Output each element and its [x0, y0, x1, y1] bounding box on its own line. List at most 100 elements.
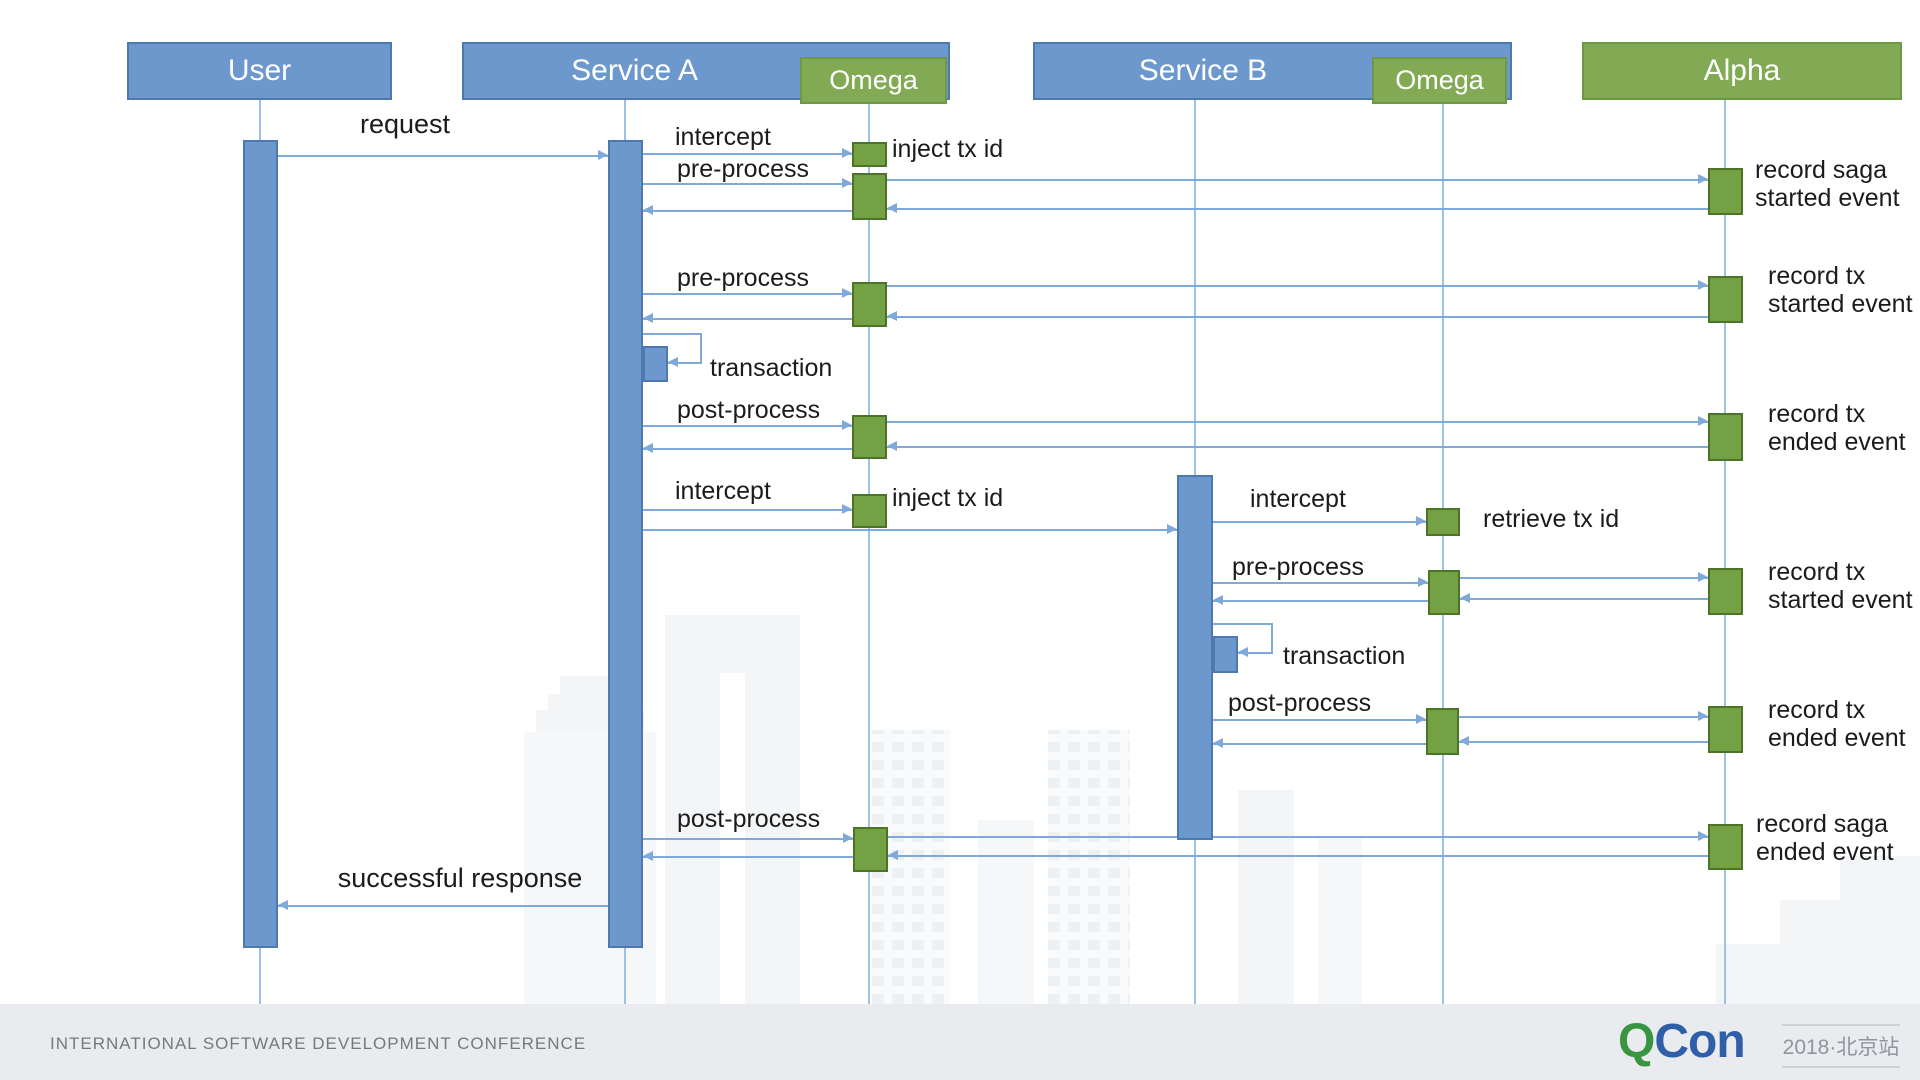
label-intercept-1: intercept — [675, 123, 771, 151]
arrowhead-record-tx-ended-b-call — [1698, 711, 1708, 721]
message-post-process-1-call — [643, 425, 852, 427]
label-record-tx-ended-a: record tx ended event — [1768, 400, 1906, 456]
selfcall-side-transaction-b — [1271, 624, 1273, 653]
message-pre-process-2-call — [643, 293, 852, 295]
omega-b-pre-process — [1428, 570, 1460, 615]
alpha-record-tx-started-b — [1708, 568, 1743, 615]
selfcall-top-transaction-b — [1213, 623, 1273, 625]
participant-label-user: User — [227, 54, 292, 87]
arrowhead-record-tx-ended-a-return — [887, 441, 897, 451]
arrowhead-record-saga-ended-return — [888, 850, 898, 860]
alpha-record-saga-ended — [1708, 824, 1743, 870]
selfcall-side-transaction-a — [700, 334, 702, 363]
lifeline-omega-a — [868, 104, 870, 1056]
omega-a-inject-1 — [852, 142, 887, 167]
arrowhead-record-tx-started-b-return — [1460, 593, 1470, 603]
message-post-process-b-return — [1213, 743, 1426, 745]
message-record-saga-ended-call — [888, 836, 1708, 838]
participant-label-service-a: Service A — [571, 54, 698, 87]
label-retrieve-tx-id: retrieve tx id — [1483, 505, 1620, 533]
arrowhead-pre-process-b-return — [1213, 595, 1223, 605]
label-request: request — [359, 109, 451, 139]
footer-bar: INTERNATIONAL SOFTWARE DEVELOPMENT CONFE… — [0, 1004, 1920, 1080]
message-pre-process-2-return — [643, 318, 852, 320]
label-intercept-b: intercept — [1250, 485, 1346, 513]
omega-a-post-process-tx — [852, 415, 887, 459]
label-transaction-b: transaction — [1283, 642, 1406, 670]
service-b-activation — [1177, 475, 1213, 840]
message-record-tx-started-b-call — [1460, 577, 1708, 579]
building-silhouette — [978, 820, 1034, 1004]
label-record-saga-ended: record saga ended event — [1756, 810, 1894, 866]
service-a-activation — [608, 140, 643, 948]
selfcall-arrowhead-transaction-b — [1238, 647, 1248, 657]
message-record-saga-ended-return — [888, 855, 1708, 857]
label-intercept-2: intercept — [675, 477, 771, 505]
label-post-process-b: post-process — [1228, 689, 1372, 717]
label-transaction-a: transaction — [710, 354, 833, 382]
temple-silhouette — [560, 676, 620, 694]
message-record-tx-started-a-return — [887, 316, 1708, 318]
arrowhead-pre-process-2-return — [643, 313, 653, 323]
participant-label-omega-a: Omega — [829, 65, 918, 95]
message-pre-process-1-return — [643, 210, 852, 212]
arrowhead-intercept-b — [1416, 516, 1426, 526]
message-pre-process-b-call — [1213, 582, 1428, 584]
label-record-tx-started-b: record tx started event — [1768, 558, 1913, 614]
participant-omega-a — [800, 57, 947, 104]
tower-silhouette — [1048, 730, 1130, 1004]
participant-omega-b — [1372, 57, 1507, 104]
message-record-tx-ended-a-return — [887, 446, 1708, 448]
message-post-process-2-return — [643, 856, 853, 858]
participant-alpha — [1582, 42, 1902, 100]
label-post-process-1: post-process — [677, 396, 821, 424]
selfcall-box-transaction-a — [643, 346, 668, 382]
omega-a-pre-process-saga — [852, 173, 887, 220]
stairs-silhouette — [1716, 944, 1920, 1004]
label-pre-process-2: pre-process — [677, 264, 809, 292]
participant-label-omega-b: Omega — [1395, 65, 1484, 95]
message-intercept-1 — [643, 153, 852, 155]
participant-user — [127, 42, 392, 100]
label-pre-process-1: pre-process — [677, 155, 809, 183]
message-record-saga-started-return — [887, 208, 1708, 210]
arrowhead-record-saga-started-return — [887, 203, 897, 213]
qcon-logo-con: Con — [1654, 1015, 1745, 1068]
label-record-tx-ended-b: record tx ended event — [1768, 696, 1906, 752]
label-record-saga-started: record saga started event — [1755, 156, 1900, 212]
arrowhead-pre-process-b-call — [1418, 577, 1428, 587]
selfcall-bottom-transaction-b — [1238, 652, 1273, 654]
omega-b-post-process — [1426, 708, 1459, 755]
participant-label-service-b: Service B — [1138, 54, 1268, 87]
message-post-process-b-call — [1213, 719, 1426, 721]
arrowhead-record-saga-started-call — [1698, 174, 1708, 184]
arrowhead-record-tx-ended-a-call — [1698, 416, 1708, 426]
message-pre-process-b-return — [1213, 600, 1428, 602]
message-service-a-to-service-b — [643, 529, 1177, 531]
arrowhead-pre-process-1-return — [643, 205, 653, 215]
omega-a-post-process-saga — [853, 827, 888, 872]
selfcall-box-transaction-b — [1213, 636, 1238, 673]
selfcall-top-transaction-a — [643, 333, 702, 335]
arrowhead-record-tx-started-b-call — [1698, 572, 1708, 582]
arrowhead-post-process-b-return — [1213, 738, 1223, 748]
selfcall-arrowhead-transaction-a — [668, 357, 678, 367]
label-inject-tx-id-2: inject tx id — [892, 484, 1004, 512]
building-silhouette — [745, 655, 800, 1004]
arrowhead-record-tx-started-a-return — [887, 311, 897, 321]
arrowhead-post-process-2-call — [843, 833, 853, 843]
omega-b-retrieve — [1426, 508, 1460, 536]
label-successful-response: successful response — [337, 863, 583, 893]
qcon-logo: QCon — [1618, 1014, 1746, 1069]
event-year-location: 2018·北京站 — [1782, 1024, 1900, 1068]
alpha-record-tx-started-a — [1708, 276, 1743, 323]
message-intercept-b — [1213, 521, 1426, 523]
qcon-logo-q: Q — [1618, 1015, 1655, 1068]
omega-a-inject-2 — [852, 494, 887, 528]
label-pre-process-b: pre-process — [1232, 553, 1364, 581]
building-silhouette — [665, 615, 720, 1004]
conference-tagline: INTERNATIONAL SOFTWARE DEVELOPMENT CONFE… — [50, 1034, 587, 1053]
message-successful-response — [278, 905, 608, 907]
arrowhead-post-process-1-return — [643, 443, 653, 453]
